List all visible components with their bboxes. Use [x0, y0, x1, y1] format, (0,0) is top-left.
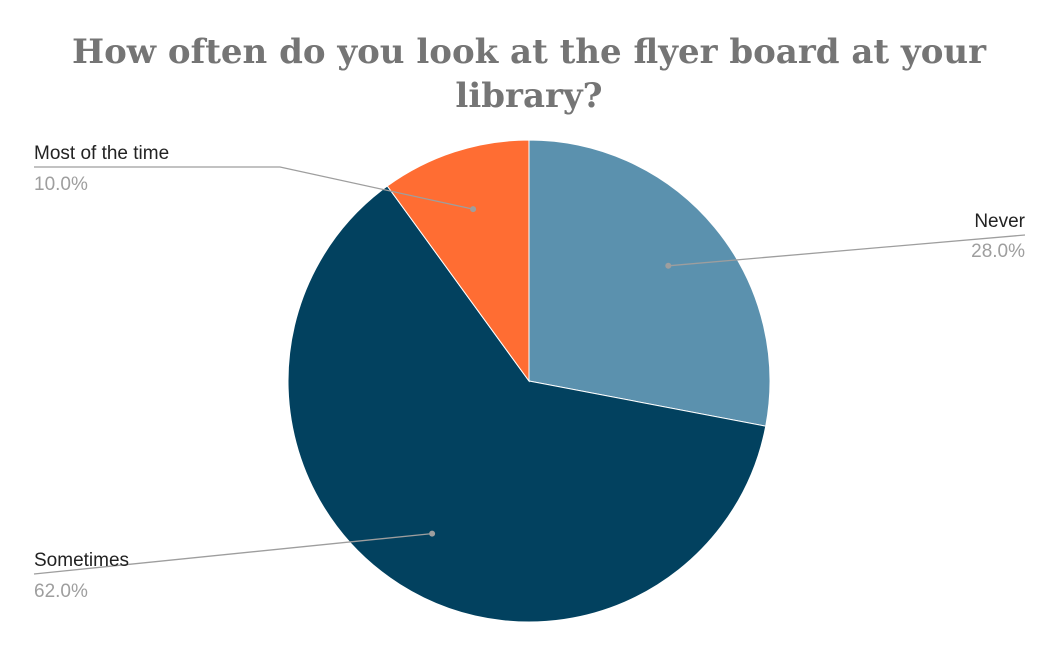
slice-label-never: Never — [974, 211, 1025, 232]
leader-dot-never — [665, 262, 672, 269]
pie-slice-sometimes — [287, 185, 767, 623]
slice-percent-most-of-the-time: 10.0% — [34, 174, 88, 195]
chart-title-line-2: library? — [455, 76, 603, 116]
leader-line-sometimes — [33, 532, 433, 575]
leader-line-most-of-the-time — [34, 166, 474, 210]
pie-slice-most-of-the-time — [386, 139, 530, 383]
leader-dot-most-of-the-time — [470, 206, 477, 213]
leader-dot-sometimes — [429, 530, 436, 537]
slice-label-most-of-the-time: Most of the time — [34, 143, 169, 164]
slice-label-sometimes: Sometimes — [34, 550, 129, 571]
slice-percent-sometimes: 62.0% — [34, 581, 88, 602]
leader-lines — [33, 166, 1026, 575]
chart-title: How often do you look at the flyer board… — [0, 30, 1058, 118]
pie-slices — [287, 139, 771, 623]
chart-title-line-1: How often do you look at the flyer board… — [71, 32, 986, 72]
pie-slice-never — [528, 139, 771, 427]
leader-line-never — [668, 234, 1026, 267]
slice-percent-never: 28.0% — [971, 241, 1025, 262]
